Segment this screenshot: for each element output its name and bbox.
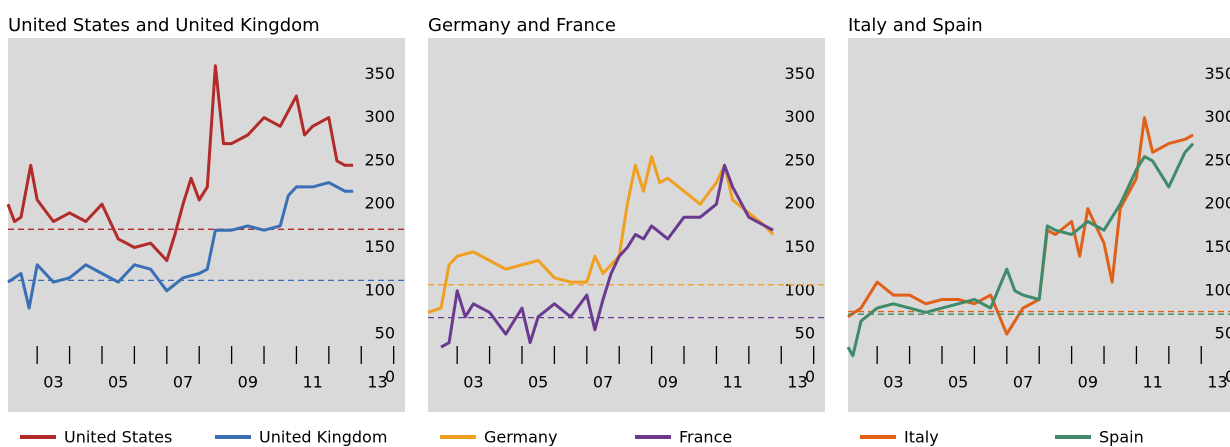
legend-label: United Kingdom (259, 428, 387, 447)
x-tick-label: 03 (883, 373, 903, 392)
y-tick-label: 200 (364, 194, 395, 213)
y-tick-label: 300 (1204, 107, 1230, 126)
legend-label: United States (64, 428, 172, 447)
x-tick-label: 09 (238, 373, 258, 392)
x-tick-label: 05 (528, 373, 548, 392)
x-tick-label: 09 (1078, 373, 1098, 392)
y-tick-label: 50 (375, 324, 395, 343)
x-tick-label: 07 (173, 373, 193, 392)
y-tick-label: 50 (795, 324, 815, 343)
x-tick-label: 11 (1142, 373, 1162, 392)
plot-area (428, 38, 825, 412)
y-tick-label: 250 (364, 150, 395, 169)
series-line (846, 142, 1195, 358)
x-tick-label: 03 (463, 373, 483, 392)
x-tick-label: 09 (658, 373, 678, 392)
y-tick-label: 250 (1204, 150, 1230, 169)
y-tick-label: 200 (1204, 194, 1230, 213)
x-tick-label: 07 (1013, 373, 1033, 392)
legend-label: Italy (904, 428, 939, 447)
y-tick-label: 0 (1225, 367, 1230, 386)
legend-label: Spain (1099, 428, 1144, 447)
x-tick-label: 13 (787, 373, 807, 392)
legend-label: Germany (484, 428, 558, 447)
x-tick-label: 05 (948, 373, 968, 392)
y-tick-label: 100 (784, 280, 815, 299)
y-tick-label: 350 (1204, 64, 1230, 83)
y-tick-label: 100 (1204, 280, 1230, 299)
series-line (7, 181, 354, 310)
y-tick-label: 0 (385, 367, 395, 386)
series-line (6, 64, 354, 262)
panel-title: Germany and France (428, 15, 616, 36)
panel-title: United States and United Kingdom (8, 15, 320, 36)
x-tick-label: 05 (108, 373, 128, 392)
x-tick-label: 03 (43, 373, 63, 392)
y-tick-label: 350 (784, 64, 815, 83)
y-tick-label: 300 (364, 107, 395, 126)
y-tick-label: 0 (805, 367, 815, 386)
y-tick-label: 50 (1215, 324, 1230, 343)
y-tick-label: 350 (364, 64, 395, 83)
series-line (440, 163, 774, 349)
plot-area (8, 38, 405, 412)
y-tick-label: 100 (364, 280, 395, 299)
x-tick-label: 11 (722, 373, 742, 392)
series-line (427, 155, 775, 314)
x-tick-label: 07 (593, 373, 613, 392)
y-tick-label: 300 (784, 107, 815, 126)
y-tick-label: 150 (364, 237, 395, 256)
y-tick-label: 200 (784, 194, 815, 213)
y-tick-label: 250 (784, 150, 815, 169)
x-tick-label: 11 (302, 373, 322, 392)
x-tick-label: 13 (1207, 373, 1227, 392)
x-tick-label: 13 (367, 373, 387, 392)
y-tick-label: 150 (1204, 237, 1230, 256)
y-tick-label: 150 (784, 237, 815, 256)
legend-label: France (679, 428, 732, 447)
panel-title: Italy and Spain (848, 15, 983, 36)
